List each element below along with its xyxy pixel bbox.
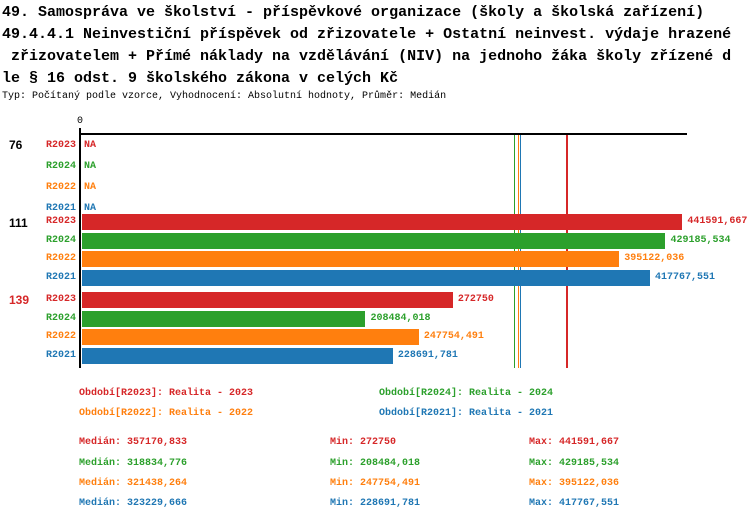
bar <box>82 348 393 365</box>
series-label: R2021 <box>45 350 76 362</box>
series-label: R2022 <box>45 182 76 193</box>
na-value: NA <box>84 140 97 151</box>
stat-min: Min: 228691,781 <box>330 498 421 509</box>
bar-value-label: 208484,018 <box>370 312 431 324</box>
bar <box>82 232 666 249</box>
bar-value-label: 429185,534 <box>670 234 731 246</box>
series-label: R2023 <box>45 140 76 151</box>
bar <box>82 292 453 308</box>
group-label-76: 76 <box>9 137 23 152</box>
legend-item-r2021: Období[R2021]: Realita - 2021 <box>379 408 554 419</box>
group-label-111: 111 <box>9 215 28 230</box>
title-line-2: 49.4.4.1 Neinvestiční příspěvek od zřizo… <box>2 26 732 43</box>
legend-item-r2022: Období[R2022]: Realita - 2022 <box>79 408 254 419</box>
series-label: R2022 <box>45 253 76 265</box>
bar <box>82 214 683 230</box>
series-label: R2021 <box>45 203 76 214</box>
stat-median: Medián: 318834,776 <box>79 458 188 469</box>
na-value: NA <box>84 203 97 214</box>
bar-value-label: 417767,551 <box>654 272 715 284</box>
stat-median: Medián: 357170,833 <box>79 437 188 448</box>
median-line <box>566 134 568 368</box>
group-label-139: 139 <box>9 292 30 307</box>
stat-min: Min: 247754,491 <box>330 478 421 489</box>
stat-max: Max: 429185,534 <box>529 458 620 469</box>
bar-value-label: 272750 <box>457 294 494 305</box>
na-value: NA <box>84 182 97 193</box>
bar-value-label: 228691,781 <box>397 350 458 362</box>
chart-meta: Typ: Počítaný podle vzorce, Vyhodnocení:… <box>2 91 447 102</box>
series-label: R2024 <box>45 161 76 172</box>
title-line-1: 49. Samospráva ve školství - příspěvkové… <box>2 4 705 21</box>
stat-median: Medián: 321438,264 <box>79 478 188 489</box>
legend-item-r2023: Období[R2023]: Realita - 2023 <box>79 388 254 399</box>
series-label: R2023 <box>45 216 76 227</box>
stat-median: Medián: 323229,666 <box>79 498 188 509</box>
stat-min: Min: 208484,018 <box>330 458 421 469</box>
bar <box>82 310 366 327</box>
series-label: R2024 <box>45 312 76 324</box>
stat-max: Max: 417767,551 <box>529 498 620 509</box>
stat-max: Max: 441591,667 <box>529 437 620 448</box>
stat-max: Max: 395122,036 <box>529 478 620 489</box>
series-label: R2021 <box>45 272 76 284</box>
bar <box>82 270 650 287</box>
title-line-3: zřizovatelem + Přímé náklady na vzdělává… <box>2 48 732 65</box>
y-axis-line <box>79 128 81 368</box>
bar <box>82 329 419 346</box>
bar-value-label: 247754,491 <box>423 331 484 343</box>
median-line <box>519 134 522 368</box>
series-label: R2022 <box>45 331 76 343</box>
bar-value-label: 395122,036 <box>624 253 685 265</box>
legend-item-r2024: Období[R2024]: Realita - 2024 <box>379 388 554 399</box>
x-axis-zero-label: 0 <box>76 116 83 127</box>
na-value: NA <box>84 161 97 172</box>
median-line <box>517 134 519 368</box>
x-axis-line <box>80 133 687 135</box>
median-line <box>513 134 516 368</box>
series-label: R2024 <box>45 234 76 246</box>
stat-min: Min: 272750 <box>330 437 397 448</box>
bar <box>82 251 620 268</box>
title-line-4: le § 16 odst. 9 školského zákona v celýc… <box>2 70 399 87</box>
bar-value-label: 441591,667 <box>687 216 748 227</box>
series-label: R2023 <box>45 294 76 305</box>
